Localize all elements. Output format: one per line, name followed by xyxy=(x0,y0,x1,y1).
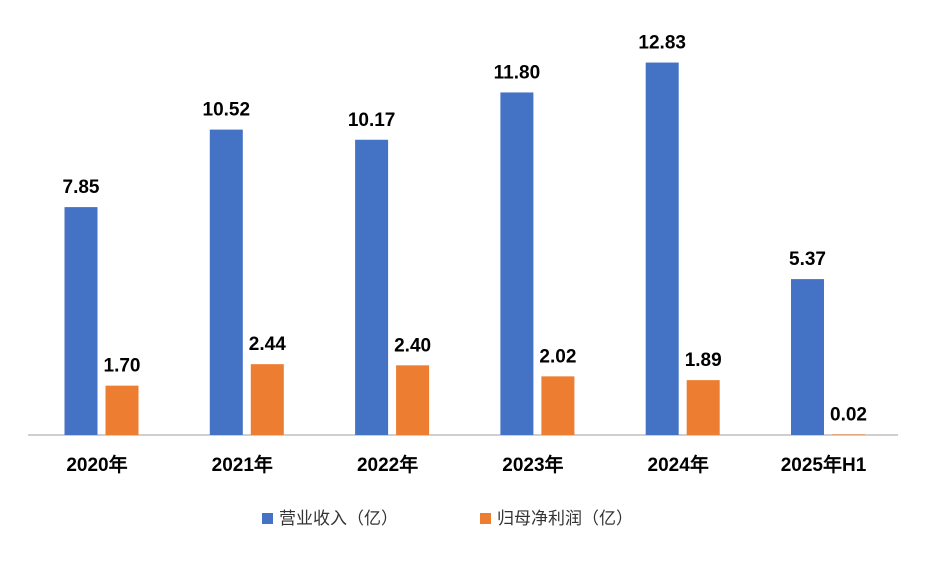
revenue-bar-5 xyxy=(791,279,824,435)
legend-swatch-profit xyxy=(480,513,491,524)
profit-bar-1 xyxy=(250,364,284,435)
legend-swatch-revenue xyxy=(262,513,273,524)
profit-data-label-0: 1.70 xyxy=(104,356,141,377)
revenue-data-label-4: 12.83 xyxy=(638,33,686,54)
profit-data-label-2: 2.40 xyxy=(394,335,431,356)
revenue-bar-3 xyxy=(500,92,534,435)
revenue-bar-2 xyxy=(355,139,389,435)
revenue-data-label-2: 10.17 xyxy=(348,110,396,131)
legend: 营业收入（亿） 归母净利润（亿） xyxy=(262,509,633,528)
profit-bar-2 xyxy=(396,365,430,435)
revenue-data-label-1: 10.52 xyxy=(203,100,251,121)
x-tick-label-0: 2020年 xyxy=(66,453,127,476)
data-labels-layer: 7.85 1.70 10.52 2.44 10.17 2.40 11.80 2.02 12.83… xyxy=(63,33,867,426)
x-tick-label-3: 2023年 xyxy=(502,453,563,476)
profit-bar-0 xyxy=(105,385,139,435)
profit-bar-5 xyxy=(832,434,865,435)
x-tick-label-2: 2022年 xyxy=(357,453,418,476)
profit-data-label-5: 0.02 xyxy=(830,404,867,425)
legend-label-revenue: 营业收入（亿） xyxy=(279,509,398,528)
bars-layer xyxy=(64,62,865,436)
profit-bar-4 xyxy=(686,380,720,435)
profit-data-label-3: 2.02 xyxy=(539,346,576,367)
revenue-data-label-0: 7.85 xyxy=(63,177,100,198)
revenue-bar-1 xyxy=(209,129,243,435)
revenue-bar-4 xyxy=(645,62,679,436)
profit-data-label-1: 2.44 xyxy=(249,334,286,355)
legend-label-profit: 归母净利润（亿） xyxy=(497,509,633,528)
x-tick-label-5: 2025年H1 xyxy=(781,453,867,476)
x-tick-labels-layer: 2020年 2021年 2022年 2023年 2024年 2025年H1 xyxy=(66,453,866,476)
revenue-data-label-5: 5.37 xyxy=(789,249,826,270)
profit-data-label-4: 1.89 xyxy=(685,350,722,371)
x-tick-label-4: 2024年 xyxy=(648,453,709,476)
revenue-data-label-3: 11.80 xyxy=(494,62,541,83)
profit-bar-3 xyxy=(541,376,575,435)
revenue-bar-0 xyxy=(64,207,98,435)
x-tick-label-1: 2021年 xyxy=(212,453,273,476)
